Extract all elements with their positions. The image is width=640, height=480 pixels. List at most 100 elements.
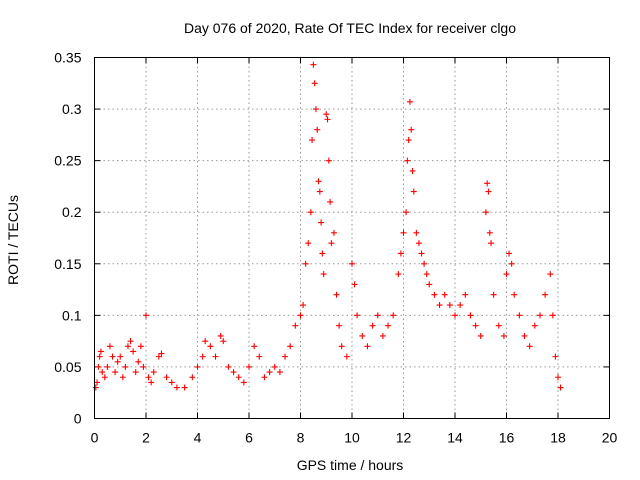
x-tick-label: 18 [550, 430, 566, 446]
x-tick-label: 0 [91, 430, 99, 446]
data-point [114, 358, 121, 365]
data-point [488, 240, 495, 247]
data-point [189, 374, 196, 381]
data-point [140, 363, 147, 370]
data-point [405, 137, 412, 144]
data-point [409, 167, 416, 174]
data-point [235, 374, 242, 381]
data-point [307, 209, 314, 216]
data-point [406, 98, 413, 105]
data-point [557, 384, 564, 391]
data-point [168, 379, 175, 386]
data-point [413, 229, 420, 236]
data-point [325, 157, 332, 164]
data-point [309, 137, 316, 144]
data-point [333, 291, 340, 298]
data-point [390, 312, 397, 319]
data-point [282, 353, 289, 360]
data-point [143, 312, 149, 319]
data-point [511, 291, 518, 298]
data-point [324, 116, 331, 123]
data-point [385, 322, 392, 329]
y-tick-label: 0.05 [54, 359, 81, 375]
data-point [104, 363, 111, 370]
data-point [421, 260, 428, 267]
axis-tick-labels: 0 2 4 6 8 10 12 14 16 18 20 0 0.05 0.1 0.15 0.2 0.25 0.3 0… [54, 50, 617, 446]
x-axis-label: GPS time / hours [297, 457, 404, 473]
data-point [202, 338, 209, 345]
data-point [212, 353, 219, 360]
data-point [181, 384, 188, 391]
data-point [276, 369, 283, 376]
data-point [287, 343, 294, 350]
data-point [109, 353, 116, 360]
data-point [122, 363, 129, 370]
plot-frame [94, 57, 610, 419]
data-point [97, 348, 104, 355]
data-point [495, 322, 502, 329]
data-point [547, 271, 554, 278]
data-point [240, 379, 247, 386]
data-point [452, 312, 458, 319]
data-point [150, 369, 157, 376]
x-tick-label: 16 [499, 430, 515, 446]
y-tick-label: 0.15 [54, 256, 81, 272]
data-point [261, 374, 268, 381]
data-point [163, 374, 170, 381]
data-point [485, 188, 492, 195]
data-point [251, 343, 258, 350]
data-point [338, 343, 345, 350]
data-point [302, 260, 309, 267]
x-tick-label: 12 [396, 430, 412, 446]
data-point [462, 291, 469, 298]
data-point [506, 250, 513, 257]
data-point [310, 61, 317, 68]
data-point [300, 302, 307, 309]
data-point [549, 312, 556, 319]
data-point [127, 338, 134, 345]
data-point [552, 353, 559, 360]
data-point [403, 209, 410, 216]
data-point [315, 178, 322, 185]
data-point [336, 322, 343, 329]
data-point [446, 302, 453, 309]
data-point [351, 281, 358, 288]
data-point [173, 384, 180, 391]
data-point [230, 369, 237, 376]
y-tick-label: 0 [74, 411, 82, 427]
x-tick-label: 10 [344, 430, 360, 446]
data-point [374, 312, 381, 319]
data-point [467, 312, 474, 319]
data-point [408, 126, 415, 133]
data-point [431, 291, 438, 298]
data-point [349, 260, 355, 267]
data-point [410, 188, 417, 195]
y-tick-label: 0.1 [62, 307, 82, 323]
data-point [457, 302, 464, 309]
data-point [343, 353, 350, 360]
data-point [542, 291, 549, 298]
data-point [145, 374, 152, 381]
data-point [526, 343, 533, 350]
x-tick-label: 14 [447, 430, 463, 446]
data-point [404, 157, 411, 164]
x-tick-label: 2 [142, 430, 150, 446]
data-point [271, 363, 278, 370]
data-point [397, 250, 404, 257]
data-point [354, 312, 361, 319]
data-point [316, 188, 323, 195]
data-point [199, 353, 206, 360]
data-point [220, 338, 227, 345]
data-point [323, 111, 330, 118]
data-point [124, 343, 131, 350]
data-point [99, 369, 106, 376]
data-point [441, 291, 448, 298]
x-tick-label: 20 [602, 430, 618, 446]
y-axis-label: ROTI / TECUs [5, 195, 21, 285]
data-point [135, 358, 142, 365]
data-point [194, 363, 201, 370]
data-point [305, 240, 312, 247]
data-point [297, 312, 304, 319]
data-point [256, 353, 263, 360]
